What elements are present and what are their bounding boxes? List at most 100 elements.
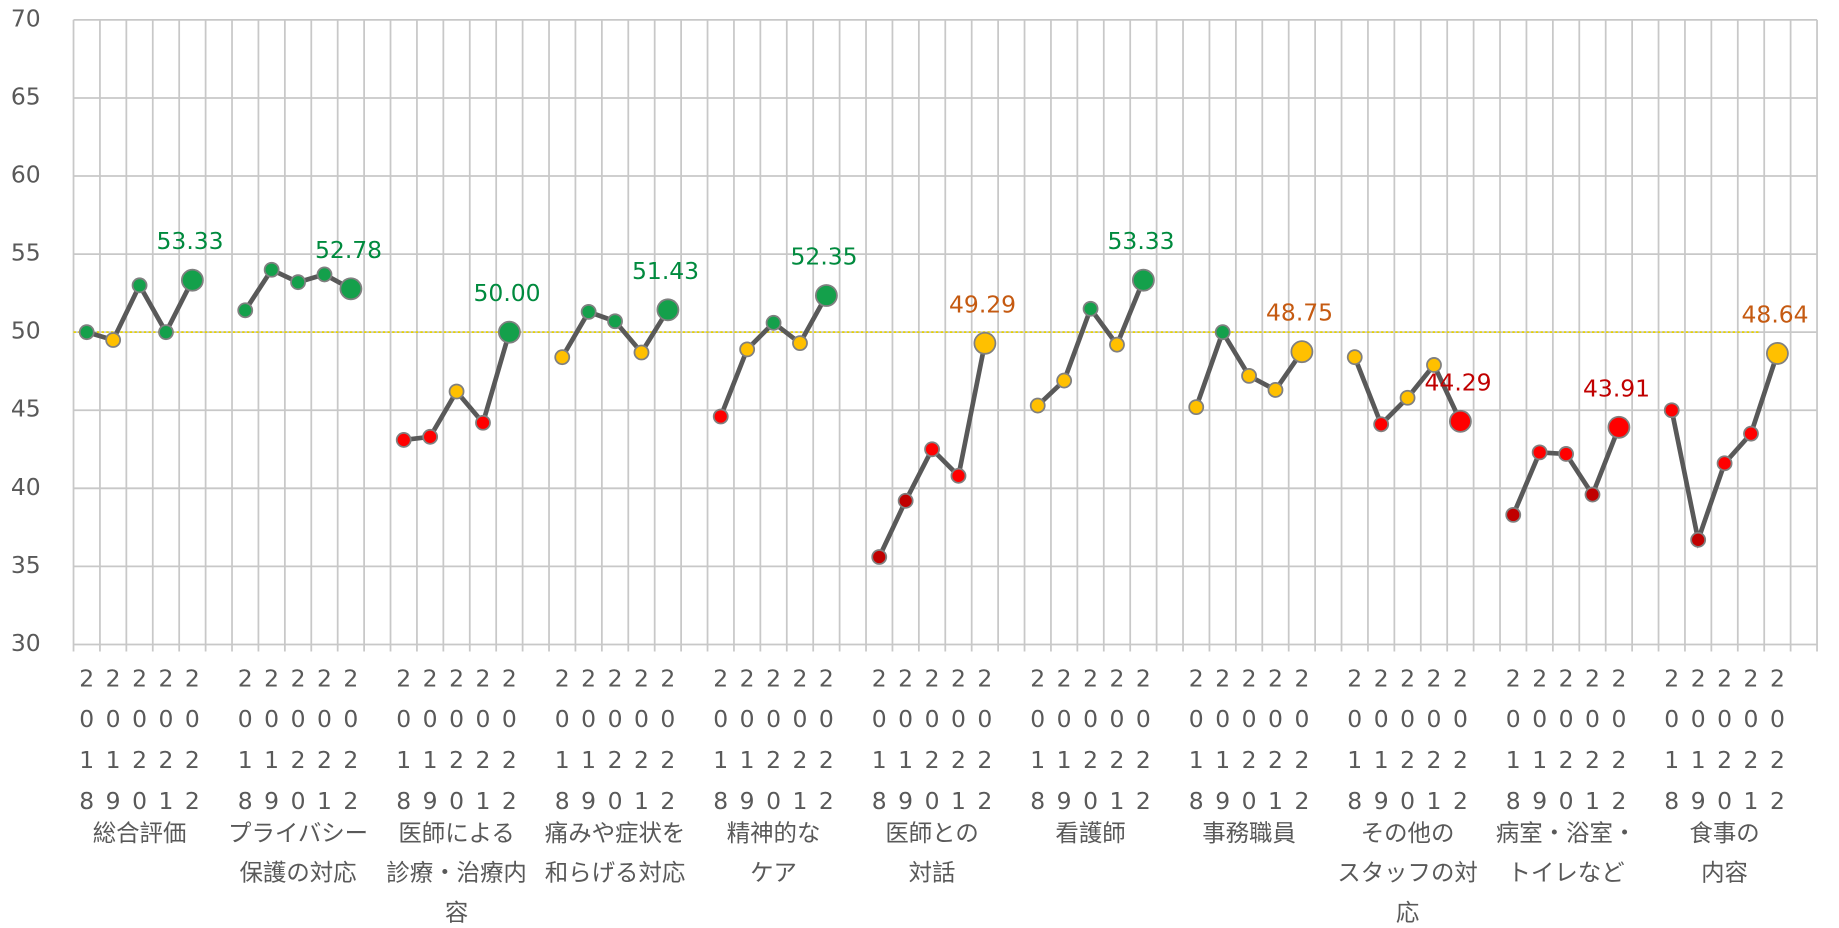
y-tick-label: 55 bbox=[11, 239, 41, 267]
data-point bbox=[1346, 349, 1363, 366]
data-point bbox=[105, 332, 122, 348]
year-label: 2021 bbox=[1420, 664, 1448, 828]
data-point bbox=[475, 414, 491, 431]
year-label: 2021 bbox=[1103, 664, 1131, 828]
group-label: 和らげる対応 bbox=[545, 859, 686, 887]
group-label: 痛みや症状を bbox=[545, 819, 686, 847]
year-label: 2018 bbox=[548, 664, 576, 828]
year-label: 2022 bbox=[654, 664, 682, 828]
data-point bbox=[1082, 300, 1099, 317]
data-point bbox=[1663, 402, 1680, 419]
y-tick-label: 65 bbox=[11, 82, 41, 110]
year-label: 2021 bbox=[786, 664, 814, 828]
year-label: 2020 bbox=[1235, 664, 1263, 828]
year-label: 2020 bbox=[918, 664, 946, 828]
data-point bbox=[607, 313, 623, 330]
data-point bbox=[1214, 324, 1231, 341]
year-label: 2018 bbox=[73, 664, 101, 828]
data-point bbox=[1056, 372, 1073, 389]
year-label: 2018 bbox=[1499, 664, 1527, 828]
group-label: スタッフの対 bbox=[1337, 859, 1478, 887]
data-point bbox=[448, 383, 465, 400]
year-label: 2019 bbox=[416, 664, 444, 828]
year-label: 2018 bbox=[390, 664, 418, 828]
year-label: 2019 bbox=[1209, 664, 1237, 828]
y-tick-label: 40 bbox=[11, 473, 41, 501]
year-label: 2022 bbox=[1605, 664, 1633, 828]
year-label: 2021 bbox=[944, 664, 972, 828]
data-point bbox=[1029, 397, 1046, 414]
group-label: その他の bbox=[1361, 819, 1455, 847]
group-label: 総合評価 bbox=[93, 819, 187, 847]
year-label: 2022 bbox=[1129, 664, 1157, 828]
y-tick-label: 45 bbox=[11, 395, 41, 423]
data-point bbox=[131, 277, 148, 294]
data-point bbox=[1399, 389, 1416, 406]
series-line bbox=[1036, 279, 1146, 408]
data-label: 48.75 bbox=[1266, 299, 1333, 327]
year-label: 2019 bbox=[1684, 664, 1712, 828]
year-label: 2019 bbox=[99, 664, 127, 828]
data-label: 52.78 bbox=[315, 236, 382, 264]
data-point bbox=[1716, 455, 1733, 472]
year-label: 2018 bbox=[231, 664, 259, 828]
group-label: 対話 bbox=[909, 859, 956, 887]
data-point bbox=[1607, 415, 1631, 439]
year-label: 2019 bbox=[575, 664, 603, 828]
year-label: 2022 bbox=[178, 664, 206, 828]
data-point bbox=[316, 266, 333, 283]
year-label: 2019 bbox=[733, 664, 761, 828]
data-point bbox=[1765, 341, 1789, 365]
data-label: 43.91 bbox=[1583, 374, 1650, 402]
data-point bbox=[1531, 444, 1548, 461]
year-label: 2022 bbox=[1763, 664, 1791, 828]
data-point bbox=[78, 324, 95, 341]
data-point bbox=[1188, 399, 1205, 416]
data-point bbox=[897, 492, 914, 509]
group-label: 内容 bbox=[1701, 859, 1748, 887]
data-point bbox=[422, 428, 439, 445]
y-tick-label: 60 bbox=[11, 161, 41, 189]
data-point bbox=[871, 549, 888, 565]
year-label: 2020 bbox=[1077, 664, 1105, 828]
data-point bbox=[1743, 425, 1759, 442]
y-tick-label: 50 bbox=[11, 317, 41, 345]
year-label: 2019 bbox=[1526, 664, 1554, 828]
data-point bbox=[1448, 409, 1472, 433]
group-label: 病室・浴室・ bbox=[1496, 819, 1637, 847]
data-point bbox=[1267, 382, 1284, 398]
data-point bbox=[792, 335, 808, 352]
group-label: 食事の bbox=[1689, 819, 1759, 847]
year-label: 2022 bbox=[337, 664, 365, 828]
year-label: 2022 bbox=[812, 664, 840, 828]
year-label: 2018 bbox=[1658, 664, 1686, 828]
group-label: ケア bbox=[750, 859, 797, 887]
year-label: 2020 bbox=[760, 664, 788, 828]
year-label: 2021 bbox=[310, 664, 338, 828]
year-label: 2018 bbox=[707, 664, 735, 828]
data-point bbox=[158, 324, 174, 341]
group-label: 医師による bbox=[398, 819, 514, 847]
data-point bbox=[1373, 416, 1390, 433]
data-point bbox=[1131, 268, 1155, 292]
data-label: 52.35 bbox=[791, 242, 858, 270]
data-label: 50.00 bbox=[474, 279, 541, 307]
series-line bbox=[1511, 426, 1622, 516]
year-label: 2018 bbox=[865, 664, 893, 828]
series-line bbox=[1669, 352, 1780, 549]
group-label: トイレなど bbox=[1508, 859, 1625, 887]
year-label: 2019 bbox=[1050, 664, 1078, 828]
year-label: 2022 bbox=[1288, 664, 1316, 828]
group-label: 容 bbox=[445, 898, 468, 926]
group-label: 看護師 bbox=[1055, 819, 1125, 847]
group-label: 精神的な bbox=[727, 819, 821, 847]
group-label: 保護の対応 bbox=[240, 859, 357, 887]
year-label: 2021 bbox=[1261, 664, 1289, 828]
data-point bbox=[554, 349, 571, 366]
year-label: 2022 bbox=[1446, 664, 1474, 828]
data-point bbox=[973, 331, 997, 355]
year-label: 2020 bbox=[126, 664, 154, 828]
group-label: 診療・治療内 bbox=[386, 859, 527, 887]
y-tick-label: 35 bbox=[11, 551, 41, 579]
data-point bbox=[180, 268, 204, 292]
